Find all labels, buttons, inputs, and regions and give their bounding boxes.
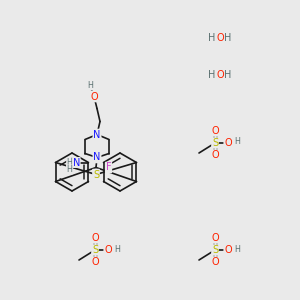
- Text: H: H: [67, 165, 73, 174]
- Text: N: N: [93, 152, 101, 163]
- Text: H: H: [224, 70, 232, 80]
- Text: O: O: [91, 257, 99, 267]
- Text: H: H: [67, 158, 73, 167]
- Text: O: O: [216, 70, 224, 80]
- Text: O: O: [91, 233, 99, 243]
- Text: H: H: [234, 244, 240, 253]
- Text: O: O: [90, 92, 98, 101]
- Text: O: O: [211, 233, 219, 243]
- Text: S: S: [212, 138, 218, 148]
- Text: H: H: [234, 137, 240, 146]
- Text: O: O: [104, 245, 112, 255]
- Text: H: H: [87, 81, 93, 90]
- Text: O: O: [224, 245, 232, 255]
- Text: O: O: [211, 150, 219, 160]
- Text: H: H: [208, 70, 216, 80]
- Text: N: N: [73, 158, 80, 167]
- Text: O: O: [211, 126, 219, 136]
- Text: F: F: [106, 163, 111, 172]
- Text: O: O: [216, 33, 224, 43]
- Text: O: O: [211, 257, 219, 267]
- Text: H: H: [114, 244, 120, 253]
- Text: S: S: [93, 169, 99, 179]
- Text: O: O: [224, 138, 232, 148]
- Text: H: H: [208, 33, 216, 43]
- Text: N: N: [93, 130, 101, 140]
- Text: H: H: [224, 33, 232, 43]
- Text: S: S: [92, 245, 98, 255]
- Text: S: S: [212, 245, 218, 255]
